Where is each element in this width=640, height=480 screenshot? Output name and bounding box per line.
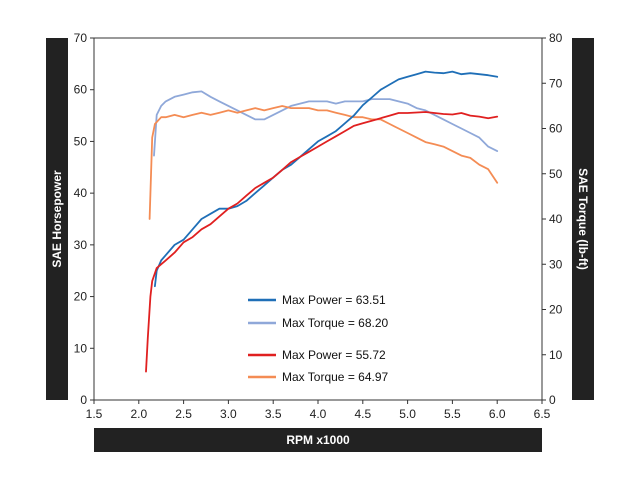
x-tick-label: 6.0 (489, 407, 506, 421)
y-right-tick-label: 30 (549, 257, 563, 271)
y-right-tick-label: 10 (549, 348, 563, 362)
x-axis-band (94, 428, 542, 452)
x-axis-label: RPM x1000 (286, 433, 350, 447)
x-tick-label: 4.0 (310, 407, 327, 421)
y-left-tick-label: 30 (74, 238, 88, 252)
left-axis-band (46, 38, 68, 400)
right-axis-band (572, 38, 594, 400)
x-tick-label: 6.5 (534, 407, 551, 421)
y-right-tick-label: 40 (549, 212, 563, 226)
left-y-ticks: 0 10 20 30 40 50 60 70 (74, 31, 94, 407)
series-line-4 (148, 105, 499, 220)
x-tick-label: 4.5 (354, 407, 371, 421)
y-left-tick-label: 20 (74, 290, 88, 304)
x-tick-label: 1.5 (86, 407, 103, 421)
y-left-tick-label: 50 (74, 134, 88, 148)
y-left-tick-label: 40 (74, 186, 88, 200)
series-line-3 (145, 111, 499, 373)
legend: Max Power = 63.51 Max Torque = 68.20 Max P… (248, 293, 389, 384)
y-left-tick-label: 70 (74, 31, 88, 45)
y-right-tick-label: 0 (549, 393, 556, 407)
legend-label-2: Max Torque = 68.20 (282, 316, 389, 330)
series-line-2 (153, 90, 499, 157)
y-left-tick-label: 10 (74, 341, 88, 355)
legend-label-3: Max Power = 55.72 (282, 348, 386, 362)
legend-label-1: Max Power = 63.51 (282, 293, 386, 307)
y-left-tick-label: 0 (80, 393, 87, 407)
y-axis-left-label: SAE Horsepower (50, 170, 64, 268)
y-right-tick-label: 60 (549, 122, 563, 136)
y-right-tick-label: 70 (549, 76, 563, 90)
legend-label-4: Max Torque = 64.97 (282, 370, 389, 384)
y-axis-right-label: SAE Torque (lb-ft) (576, 168, 590, 270)
y-right-tick-label: 20 (549, 303, 563, 317)
x-tick-label: 5.0 (399, 407, 416, 421)
x-tick-label: 2.5 (175, 407, 192, 421)
x-tick-label: 3.5 (265, 407, 282, 421)
series-lines (145, 70, 499, 373)
right-y-ticks: 0 10 20 30 40 50 60 70 80 (542, 31, 563, 407)
y-left-tick-label: 60 (74, 83, 88, 97)
series-line-1 (153, 70, 499, 288)
y-right-tick-label: 80 (549, 31, 563, 45)
x-tick-label: 2.0 (130, 407, 147, 421)
x-tick-label: 5.5 (444, 407, 461, 421)
plot-frame (93, 37, 543, 401)
x-ticks: 1.5 2.0 2.5 3.0 3.5 4.0 4.5 5.0 5.5 6.0 6.5 (86, 400, 551, 421)
y-right-tick-label: 50 (549, 167, 563, 181)
x-tick-label: 3.0 (220, 407, 237, 421)
